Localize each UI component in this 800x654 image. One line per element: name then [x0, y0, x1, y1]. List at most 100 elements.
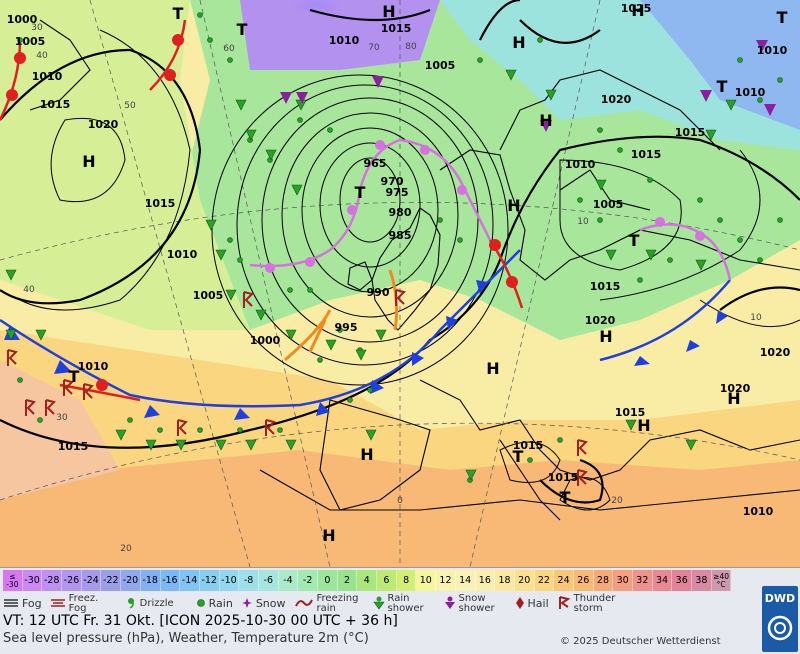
pressure-label: 1005	[593, 198, 624, 211]
dwd-logo: DWD	[762, 586, 798, 652]
graticule-label: 60	[223, 44, 235, 54]
cold-front	[0, 249, 731, 420]
scale-cell: 10	[416, 570, 437, 591]
low-pressure-center: T	[560, 488, 571, 507]
high-pressure-center: H	[382, 2, 395, 21]
scale-cell: -16	[160, 570, 181, 591]
high-pressure-center: H	[322, 526, 335, 545]
weather-legend-item: Thunder storm	[557, 592, 622, 616]
scale-cell: -28	[42, 570, 63, 591]
freezing-fog-icon	[50, 597, 66, 611]
scale-cell: 12	[436, 570, 456, 591]
graticule-label: 10	[750, 313, 762, 323]
pressure-label: 1020	[720, 382, 751, 395]
pressure-label: 1000	[7, 13, 38, 26]
pressure-label: 985	[389, 229, 412, 242]
high-pressure-center: H	[637, 416, 650, 435]
pressure-label: 1010	[167, 248, 198, 261]
pressure-label: 1015	[513, 439, 544, 452]
scale-cell: 34	[652, 570, 673, 591]
scale-cell: 8	[396, 570, 417, 591]
scale-cell: 22	[534, 570, 555, 591]
pressure-label: 1015	[548, 471, 579, 484]
snow-icon	[241, 597, 253, 611]
high-pressure-center: H	[599, 327, 612, 346]
graticule-label: 0	[397, 496, 403, 506]
scale-cell: 32	[633, 570, 653, 591]
scale-cell: -2	[298, 570, 318, 591]
scale-cell: 4	[357, 570, 378, 591]
weather-legend-label: Hail	[527, 597, 549, 610]
dwd-logo-text: DWD	[764, 592, 796, 605]
legend-panel: ≤ -30 -30 -28 -26 -24 -22 -20 -18 -16 -14 -12 -10 -8…	[0, 567, 800, 654]
weather-legend-label: Snow	[255, 597, 286, 610]
snow-shower-icon	[444, 596, 456, 612]
scale-cell: 2	[337, 570, 358, 591]
weather-legend-label: Freezing rain	[316, 593, 359, 614]
pressure-label: 1010	[32, 70, 63, 83]
scale-cell: -22	[101, 570, 122, 591]
pressure-label: 970	[381, 175, 404, 188]
pressure-label: 1010	[78, 360, 109, 373]
graticule-label: 20	[611, 496, 623, 506]
scale-cell: ≥40 °C	[711, 570, 732, 591]
scale-cell: -20	[121, 570, 141, 591]
pressure-label: 1010	[735, 86, 766, 99]
low-pressure-center: T	[777, 8, 788, 27]
weather-legend-item: Fog	[3, 592, 42, 616]
hail-icon	[515, 596, 525, 612]
low-pressure-center: T	[173, 4, 184, 23]
high-pressure-center: H	[512, 33, 525, 52]
weather-legend-item: Rain shower	[372, 592, 436, 616]
temp-band-lightgreen	[0, 0, 250, 330]
graticule-label: 40	[23, 285, 35, 295]
scale-cell: 28	[593, 570, 614, 591]
weather-legend-label: Rain	[208, 597, 233, 610]
high-pressure-center: H	[360, 445, 373, 464]
low-pressure-center: T	[69, 367, 80, 386]
weather-map: 1005 1000 1010 1015 1020 1015 1010 1005 1000 995 9…	[0, 0, 800, 567]
pressure-label: 1005	[425, 59, 456, 72]
rain-icon	[196, 598, 206, 610]
weather-legend-item: Freezing rain	[294, 592, 365, 616]
pressure-label: 1015	[675, 126, 706, 139]
pressure-label: 1025	[621, 2, 652, 15]
scale-cell: -18	[140, 570, 161, 591]
scale-cell: 26	[573, 570, 594, 591]
graticule-label: 50	[124, 101, 136, 111]
scale-cell: 0	[318, 570, 338, 591]
weather-legend-item: Hail	[515, 592, 549, 616]
scale-cell: ≤ -30	[3, 570, 23, 591]
high-pressure-center: H	[82, 152, 95, 171]
weather-legend-item: Drizzle	[125, 592, 188, 616]
weather-legend-label: Freez. Fog	[68, 593, 99, 614]
pressure-label: 1015	[58, 440, 89, 453]
weather-legend-item: Rain	[196, 592, 233, 616]
high-pressure-center: H	[539, 111, 552, 130]
weather-symbols	[5, 12, 783, 486]
isobars-bold	[0, 0, 800, 504]
graticule-label: 40	[36, 51, 48, 61]
isobars	[19, 29, 800, 511]
scale-cell: -4	[278, 570, 299, 591]
scale-cell: 16	[475, 570, 496, 591]
weather-legend-item: Freez. Fog	[50, 592, 117, 616]
scale-cell: -30	[22, 570, 43, 591]
pressure-label: 965	[364, 157, 387, 170]
pressure-label: 1020	[88, 118, 119, 131]
graticule-label: 80	[405, 42, 417, 52]
drizzle-icon	[125, 596, 137, 612]
pressure-label: 1015	[145, 197, 176, 210]
pressure-label: 1015	[40, 98, 71, 111]
pressure-label: 1005	[193, 289, 224, 302]
high-pressure-center: H	[631, 1, 644, 20]
scale-cell: -10	[219, 570, 240, 591]
pressure-label: 1005	[15, 35, 46, 48]
weather-legend: Fog Freez. Fog Drizzle Rain Snow Freezing rai…	[3, 592, 760, 616]
pressure-label: 980	[389, 206, 412, 219]
pressure-label: 975	[386, 186, 409, 199]
weather-legend-label: Fog	[22, 597, 42, 610]
weather-legend-item: Snow shower	[444, 592, 507, 616]
high-pressure-center: H	[507, 196, 520, 215]
scale-cell: -6	[258, 570, 279, 591]
